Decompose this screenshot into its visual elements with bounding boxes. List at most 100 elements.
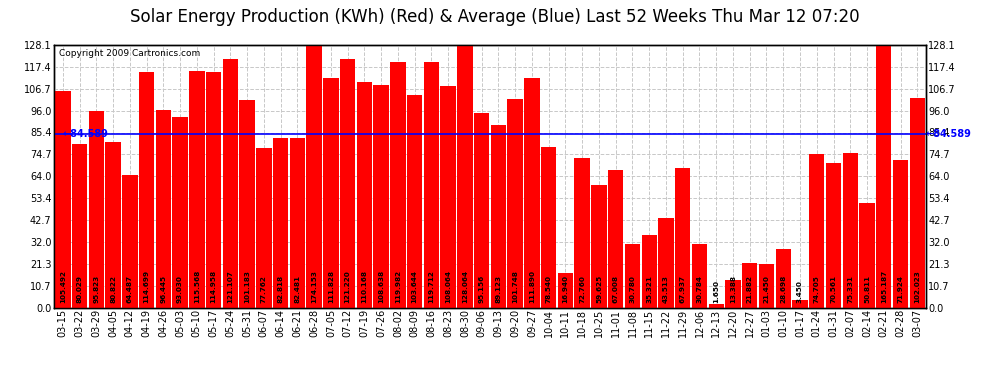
Bar bbox=[424, 62, 440, 308]
Text: 93.030: 93.030 bbox=[177, 276, 183, 303]
Text: 128.064: 128.064 bbox=[462, 270, 468, 303]
Text: 80.822: 80.822 bbox=[110, 275, 116, 303]
Bar bbox=[356, 82, 372, 308]
Bar bbox=[256, 148, 271, 308]
Text: 121.220: 121.220 bbox=[345, 271, 350, 303]
Bar bbox=[775, 249, 791, 308]
Bar bbox=[273, 138, 288, 308]
Bar bbox=[89, 111, 104, 308]
Bar bbox=[893, 160, 908, 308]
Text: 67.008: 67.008 bbox=[613, 275, 619, 303]
Bar bbox=[574, 158, 590, 308]
Bar bbox=[72, 144, 87, 308]
Bar bbox=[826, 163, 842, 308]
Text: 111.828: 111.828 bbox=[328, 270, 334, 303]
Text: 30.780: 30.780 bbox=[630, 276, 636, 303]
Bar bbox=[557, 273, 573, 308]
Bar bbox=[491, 125, 506, 308]
Text: 59.625: 59.625 bbox=[596, 275, 602, 303]
Text: 101.183: 101.183 bbox=[245, 270, 250, 303]
Text: 75.331: 75.331 bbox=[847, 276, 853, 303]
Text: 114.699: 114.699 bbox=[144, 270, 149, 303]
Text: 89.123: 89.123 bbox=[495, 275, 501, 303]
Text: 13.388: 13.388 bbox=[730, 275, 736, 303]
Bar bbox=[122, 176, 138, 308]
Text: 16.940: 16.940 bbox=[562, 275, 568, 303]
Text: ←84.589: ←84.589 bbox=[926, 129, 971, 139]
Text: 30.784: 30.784 bbox=[697, 276, 703, 303]
Bar bbox=[758, 264, 774, 308]
Bar bbox=[139, 72, 154, 308]
Text: 111.890: 111.890 bbox=[529, 270, 535, 303]
Bar bbox=[910, 98, 925, 308]
Bar bbox=[525, 78, 540, 308]
Text: 1.650: 1.650 bbox=[713, 280, 719, 303]
Bar bbox=[323, 78, 339, 308]
Bar bbox=[642, 235, 657, 308]
Text: 74.705: 74.705 bbox=[814, 276, 820, 303]
Bar bbox=[742, 262, 757, 308]
Text: 105.492: 105.492 bbox=[59, 270, 65, 303]
Bar bbox=[625, 244, 641, 308]
Bar bbox=[340, 59, 355, 308]
Text: 110.168: 110.168 bbox=[361, 270, 367, 303]
Bar bbox=[105, 142, 121, 308]
Bar bbox=[189, 70, 205, 308]
Text: 72.760: 72.760 bbox=[579, 276, 585, 303]
Text: 80.029: 80.029 bbox=[76, 275, 82, 303]
Bar bbox=[675, 168, 690, 308]
Bar bbox=[842, 153, 858, 308]
Bar bbox=[390, 62, 406, 308]
Bar bbox=[373, 85, 389, 308]
Bar bbox=[726, 280, 741, 308]
Text: 82.481: 82.481 bbox=[294, 275, 300, 303]
Text: 96.445: 96.445 bbox=[160, 275, 166, 303]
Bar bbox=[240, 100, 254, 308]
Bar bbox=[692, 244, 707, 308]
Text: 35.321: 35.321 bbox=[646, 276, 652, 303]
Bar bbox=[709, 304, 724, 307]
Bar bbox=[457, 45, 472, 308]
Text: 119.712: 119.712 bbox=[429, 270, 435, 303]
Bar bbox=[206, 72, 222, 308]
Text: 82.818: 82.818 bbox=[277, 275, 283, 303]
Bar bbox=[407, 95, 423, 308]
Bar bbox=[155, 110, 171, 308]
Text: 50.811: 50.811 bbox=[864, 275, 870, 303]
Text: 121.107: 121.107 bbox=[228, 271, 234, 303]
Text: 64.487: 64.487 bbox=[127, 275, 133, 303]
Bar bbox=[172, 117, 188, 308]
Text: 70.561: 70.561 bbox=[831, 275, 837, 303]
Text: Solar Energy Production (KWh) (Red) & Average (Blue) Last 52 Weeks Thu Mar 12 07: Solar Energy Production (KWh) (Red) & Av… bbox=[131, 8, 859, 26]
Text: 28.698: 28.698 bbox=[780, 275, 786, 303]
Bar bbox=[658, 218, 673, 308]
Bar bbox=[541, 147, 556, 308]
Bar bbox=[876, 0, 891, 308]
Text: 67.937: 67.937 bbox=[680, 275, 686, 303]
Text: 165.187: 165.187 bbox=[881, 270, 887, 303]
Text: 115.568: 115.568 bbox=[194, 270, 200, 303]
Bar bbox=[223, 59, 238, 308]
Text: 3.450: 3.450 bbox=[797, 280, 803, 303]
Text: Copyright 2009 Cartronics.com: Copyright 2009 Cartronics.com bbox=[58, 49, 200, 58]
Bar bbox=[508, 99, 523, 308]
Bar bbox=[307, 0, 322, 308]
Text: 101.748: 101.748 bbox=[512, 270, 518, 303]
Bar bbox=[55, 92, 70, 308]
Text: 114.958: 114.958 bbox=[211, 270, 217, 303]
Text: 119.982: 119.982 bbox=[395, 270, 401, 303]
Text: 21.450: 21.450 bbox=[763, 276, 769, 303]
Text: 21.882: 21.882 bbox=[746, 275, 752, 303]
Bar bbox=[809, 154, 825, 308]
Text: 43.513: 43.513 bbox=[663, 276, 669, 303]
Text: 71.924: 71.924 bbox=[898, 276, 904, 303]
Text: 108.064: 108.064 bbox=[446, 270, 451, 303]
Text: 108.638: 108.638 bbox=[378, 270, 384, 303]
Text: 77.762: 77.762 bbox=[261, 276, 267, 303]
Text: 95.823: 95.823 bbox=[93, 275, 99, 303]
Text: 103.644: 103.644 bbox=[412, 270, 418, 303]
Bar bbox=[290, 138, 305, 308]
Bar bbox=[591, 185, 607, 308]
Text: 174.153: 174.153 bbox=[311, 270, 317, 303]
Bar bbox=[859, 203, 875, 308]
